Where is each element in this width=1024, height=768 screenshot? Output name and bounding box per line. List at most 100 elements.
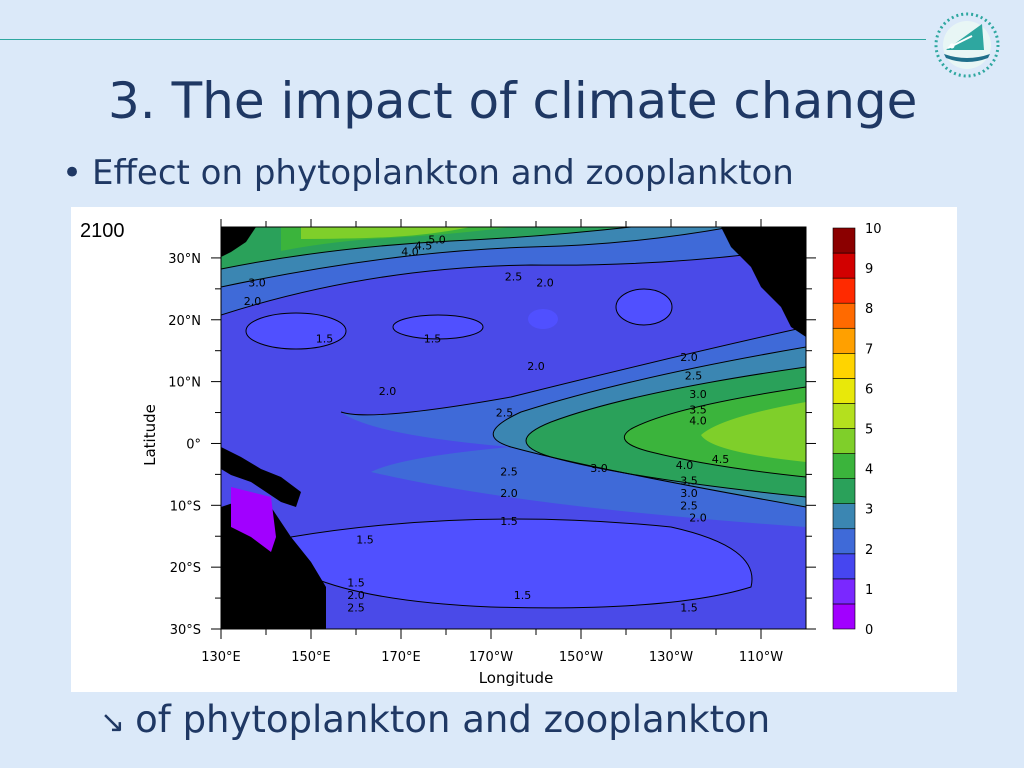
contour-line bbox=[221, 246, 806, 316]
colorbar: 0 1 2 3 4 5 6 7 8 9 10 bbox=[832, 222, 882, 638]
y-tick-label: 20°N bbox=[168, 314, 201, 329]
field-south-low bbox=[291, 519, 752, 608]
contour-label: 4.0 bbox=[676, 459, 694, 472]
field-purple-patch bbox=[231, 487, 276, 552]
contour-label: 4.5 bbox=[415, 240, 433, 253]
colorbar-swatch bbox=[832, 503, 856, 530]
x-axis-label: Longitude bbox=[479, 669, 554, 687]
colorbar-swatch bbox=[832, 428, 856, 454]
contour-label: 1.5 bbox=[514, 589, 532, 602]
title-divider-line bbox=[0, 39, 926, 40]
x-tick-label: 130°W bbox=[649, 650, 693, 665]
colorbar-swatch bbox=[832, 277, 856, 304]
bottom-statement: ↘ of phytoplankton and zooplankton bbox=[100, 698, 770, 741]
contour-label: 2.5 bbox=[500, 465, 518, 478]
colorbar-swatch bbox=[832, 353, 856, 379]
bullet-item: • Effect on phytoplankton and zooplankton bbox=[62, 153, 794, 193]
colorbar-tick-label: 9 bbox=[865, 262, 873, 277]
contour-line bbox=[221, 227, 632, 270]
colorbar-tick-label: 3 bbox=[865, 503, 873, 518]
colorbar-swatch bbox=[832, 327, 856, 354]
plot-frame bbox=[220, 226, 807, 630]
contour-label: 2.0 bbox=[689, 512, 707, 525]
field-eq-45 bbox=[701, 402, 806, 462]
slide-title: 3. The impact of climate change bbox=[108, 72, 918, 130]
field-low-blob-3 bbox=[528, 309, 558, 329]
colorbar-swatch bbox=[832, 578, 856, 605]
contour-label: 2.5 bbox=[347, 601, 365, 614]
map-field bbox=[221, 227, 806, 629]
colorbar-swatch bbox=[832, 528, 856, 555]
contour-label: 4.5 bbox=[712, 453, 730, 466]
contour-line bbox=[525, 366, 806, 498]
contour-line bbox=[623, 386, 806, 478]
land-maritime bbox=[221, 447, 301, 507]
contour-label: 4.0 bbox=[689, 415, 707, 428]
colorbar-swatch bbox=[832, 378, 856, 404]
contour-label: 2.5 bbox=[685, 369, 703, 382]
field-low-blob-4 bbox=[616, 289, 672, 325]
contour-label: 1.5 bbox=[347, 577, 365, 590]
contour-label: 3.0 bbox=[248, 277, 266, 290]
field-north-5 bbox=[301, 227, 471, 239]
y-axis-label: Latitude bbox=[141, 404, 159, 466]
colorbar-swatch bbox=[832, 403, 856, 429]
contour-line bbox=[392, 314, 484, 340]
contour-label: 2.0 bbox=[527, 360, 545, 373]
y-tick-label: 10°N bbox=[168, 376, 201, 391]
contour-label: 1.5 bbox=[316, 332, 334, 345]
field-low-blob-1 bbox=[246, 313, 346, 349]
x-tick-label: 170°W bbox=[469, 650, 513, 665]
axes: 130°E 150°E 170°E 170°W 150°W 130°W 110°W 30°N 2… bbox=[168, 219, 816, 665]
contour-label: 5.0 bbox=[428, 233, 446, 246]
contour-label: 1.5 bbox=[424, 332, 442, 345]
colorbar-tick-label: 7 bbox=[865, 342, 873, 357]
contour-line bbox=[290, 518, 753, 609]
contour-label: 2.5 bbox=[680, 499, 698, 512]
contour-labels: 5.04.54.02.5 2.03.02.01.5 1.52.02.02.53.03… bbox=[244, 233, 730, 614]
contour-label: 2.0 bbox=[680, 351, 698, 364]
colorbar-swatch bbox=[832, 453, 856, 479]
contour-label: 2.0 bbox=[244, 295, 262, 308]
y-tick-label: 10°S bbox=[170, 499, 201, 514]
contour-label: 3.0 bbox=[590, 462, 608, 475]
chlorophyll-map-chart: 5.04.54.02.5 2.03.02.01.5 1.52.02.02.53.03… bbox=[141, 219, 882, 687]
land-asia-north bbox=[221, 227, 256, 257]
colorbar-tick-label: 2 bbox=[865, 543, 873, 558]
y-tick-label: 30°S bbox=[170, 623, 201, 638]
contour-label: 1.5 bbox=[356, 533, 374, 546]
colorbar-tick-label: 1 bbox=[865, 583, 873, 598]
colorbar-tick-label: 0 bbox=[865, 623, 873, 638]
colorbar-tick-label: 5 bbox=[865, 423, 873, 438]
colorbar-swatch bbox=[832, 302, 856, 329]
colorbar-swatch bbox=[832, 478, 856, 504]
contour-label: 1.5 bbox=[680, 601, 698, 614]
contour-label: 3.5 bbox=[680, 475, 698, 488]
contour-label: 3.0 bbox=[680, 487, 698, 500]
x-tick-label: 110°W bbox=[739, 650, 783, 665]
contour-line bbox=[221, 227, 732, 288]
contour-label: 4.0 bbox=[401, 246, 419, 259]
contour-label: 2.5 bbox=[496, 407, 514, 420]
colorbar-tick-label: 10 bbox=[865, 222, 882, 237]
bottom-text: of phytoplankton and zooplankton bbox=[135, 698, 771, 741]
contour-label: 2.0 bbox=[379, 385, 397, 398]
down-right-arrow-icon: ↘ bbox=[100, 705, 126, 740]
contour-label: 2.0 bbox=[347, 589, 365, 602]
contour-line bbox=[340, 326, 806, 416]
contour-line bbox=[245, 312, 347, 350]
contour-line bbox=[492, 346, 806, 508]
colorbar-tick-label: 8 bbox=[865, 302, 873, 317]
contour-label: 2.5 bbox=[505, 270, 523, 283]
x-tick-label: 170°E bbox=[381, 650, 421, 665]
colorbar-tick-label: 6 bbox=[865, 382, 873, 397]
colorbar-tick-label: 4 bbox=[865, 463, 873, 478]
field-low-blob-2 bbox=[393, 315, 483, 339]
contour-label: 2.0 bbox=[500, 487, 518, 500]
bullet-dot: • bbox=[62, 153, 83, 193]
y-tick-label: 0° bbox=[186, 437, 201, 452]
bullet-text: Effect on phytoplankton and zooplankton bbox=[92, 153, 794, 193]
colorbar-swatch bbox=[832, 252, 856, 279]
chart-container: 2 10 0 bbox=[71, 207, 957, 692]
y-tick-label: 20°S bbox=[170, 561, 201, 576]
